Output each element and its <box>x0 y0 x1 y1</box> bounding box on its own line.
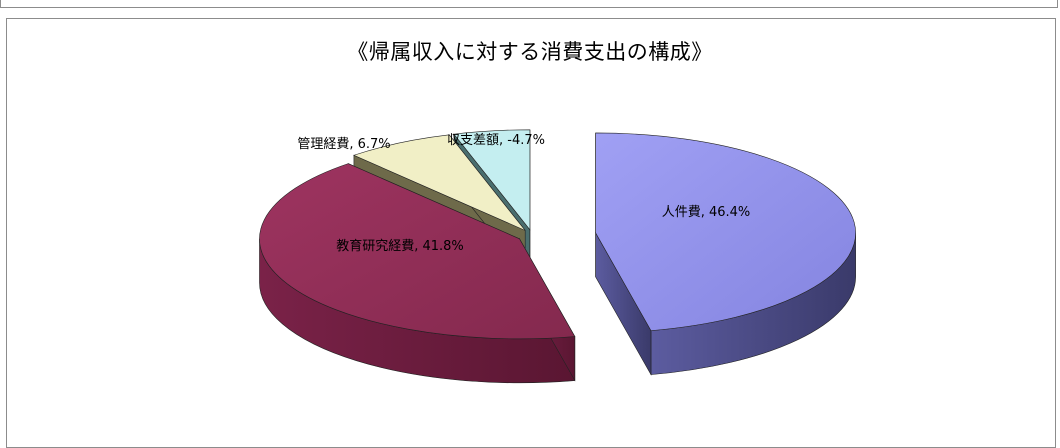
data-label-kanri: 管理経費, 6.7% <box>297 137 390 152</box>
data-label-kyouiku: 教育研究経費, 41.8% <box>336 238 464 254</box>
chart-title: 《帰属収入に対する消費支出の構成》 <box>347 40 713 64</box>
slice-kanri <box>353 134 526 231</box>
top-frame-rule <box>0 0 1058 8</box>
pie-chart: 人件費, 46.4% 教育研究経費, 41.8% 管理経費, 6.7% 収支差額, -… <box>259 129 856 384</box>
slice-shuushi <box>453 129 531 231</box>
slice-jinkenhi <box>595 132 856 331</box>
slice-kyouiku <box>259 163 576 340</box>
data-label-jinkenhi: 人件費, 46.4% <box>662 205 751 220</box>
data-label-shuushi: 収支差額, -4.7% <box>447 133 545 148</box>
chart-frame <box>6 18 1056 448</box>
